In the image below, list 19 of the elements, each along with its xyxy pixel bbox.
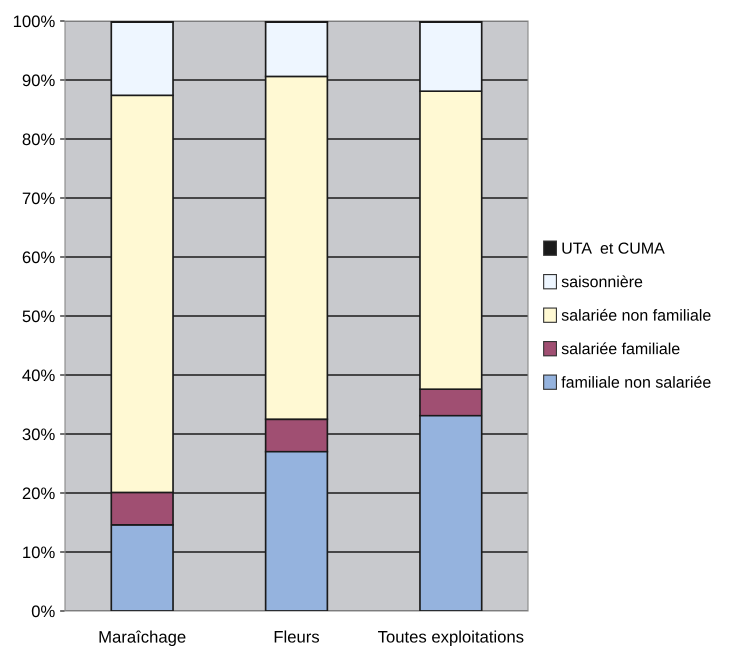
legend-label: familiale non salariée [561, 376, 711, 388]
y-tick-label: 80% [22, 133, 55, 146]
y-tick-label: 100% [14, 15, 55, 28]
x-tick-label: Maraîchage [100, 630, 186, 646]
y-tick-label: 60% [22, 251, 55, 264]
y-tick-label: 20% [22, 487, 55, 500]
legend-label: salariée non familiale [562, 308, 711, 321]
y-tick-label: 0% [32, 605, 55, 618]
x-tick-label: Toutes exploitations [378, 630, 524, 646]
y-tick-label: 50% [22, 310, 55, 322]
y-tick-label: 90% [22, 74, 55, 86]
y-tick-label: 40% [22, 369, 55, 382]
y-tick-label: 70% [22, 192, 55, 204]
y-tick-label: 30% [22, 428, 55, 440]
y-tick-label: 10% [23, 546, 55, 558]
legend-label: saisonnière [562, 275, 642, 288]
legend-label: salariée familiale [562, 342, 680, 354]
x-tick-label: Fleurs [274, 630, 320, 643]
legend-label: UTA et CUMA [562, 242, 665, 254]
